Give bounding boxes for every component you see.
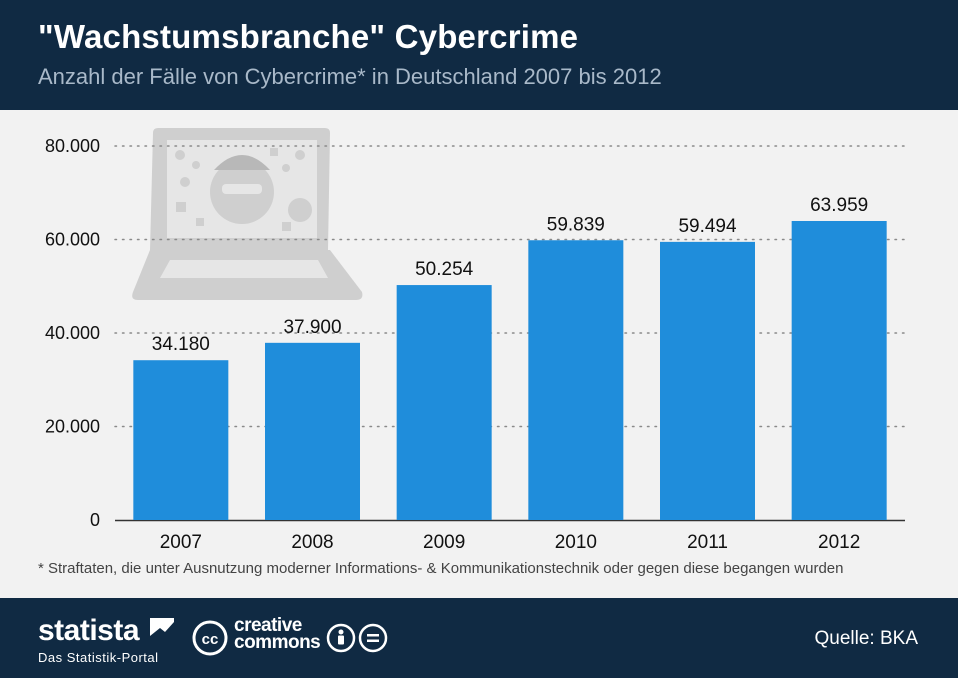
svg-text:cc: cc [202, 631, 219, 648]
statista-logo[interactable]: statista [38, 614, 140, 647]
y-tick-label: 0 [90, 510, 100, 530]
laptop-hacker-icon [132, 128, 363, 300]
cc-line-2: commons [234, 632, 321, 653]
y-tick-label: 60.000 [45, 230, 100, 250]
chart-area: 0 20.000 40.000 60.000 80.000 34.180 37.900 50… [0, 110, 958, 598]
cc-line-1: creative [234, 615, 302, 636]
bar-2010 [528, 240, 624, 520]
x-tick-label: 2009 [423, 532, 465, 553]
value-label: 59.839 [547, 214, 605, 235]
value-label: 59.494 [678, 216, 737, 237]
bars: 34.180 37.900 50.254 59.839 59.494 63.959 [133, 195, 887, 521]
x-tick-label: 2012 [818, 532, 860, 553]
x-tick-label: 2007 [160, 532, 202, 553]
header-banner: "Wachstumsbranche" Cybercrime Anzahl der… [0, 0, 958, 110]
y-axis: 0 20.000 40.000 60.000 80.000 [45, 136, 100, 530]
cc-attribution-icon [326, 623, 356, 653]
y-tick-label: 80.000 [45, 136, 100, 156]
bar-2011 [660, 241, 755, 521]
cc-noderivs-icon [358, 623, 388, 653]
x-tick-label: 2010 [555, 532, 597, 553]
x-axis: 2007 2008 2009 2010 2011 2012 [160, 532, 861, 553]
chart-title: "Wachstumsbranche" Cybercrime [38, 18, 579, 55]
x-tick-label: 2008 [291, 532, 333, 553]
creative-commons-icon: cc [192, 620, 228, 656]
chart-subtitle: Anzahl der Fälle von Cybercrime* in Deut… [38, 64, 662, 89]
grid-lines [114, 145, 906, 522]
value-label: 63.959 [810, 195, 868, 216]
creative-commons-text: creative commons [234, 615, 321, 653]
value-label: 50.254 [415, 259, 474, 280]
footer-banner: statista Das Statistik-Portal cc creativ… [0, 598, 958, 678]
y-tick-label: 40.000 [45, 323, 100, 343]
statista-flag-icon [150, 618, 174, 642]
bar-2009 [396, 285, 492, 520]
bar-2012 [791, 220, 887, 520]
value-label: 37.900 [283, 317, 341, 338]
source-label: Quelle: BKA [814, 628, 919, 649]
x-tick-label: 2011 [687, 532, 728, 553]
footnote: * Straftaten, die unter Ausnutzung moder… [38, 560, 844, 577]
bar-2008 [265, 342, 360, 520]
bar-chart: 0 20.000 40.000 60.000 80.000 34.180 37.900 50… [45, 128, 906, 553]
value-label: 34.180 [152, 334, 210, 355]
bar-2007 [133, 360, 229, 520]
statista-tagline: Das Statistik-Portal [38, 650, 159, 665]
y-tick-label: 20.000 [45, 417, 100, 437]
